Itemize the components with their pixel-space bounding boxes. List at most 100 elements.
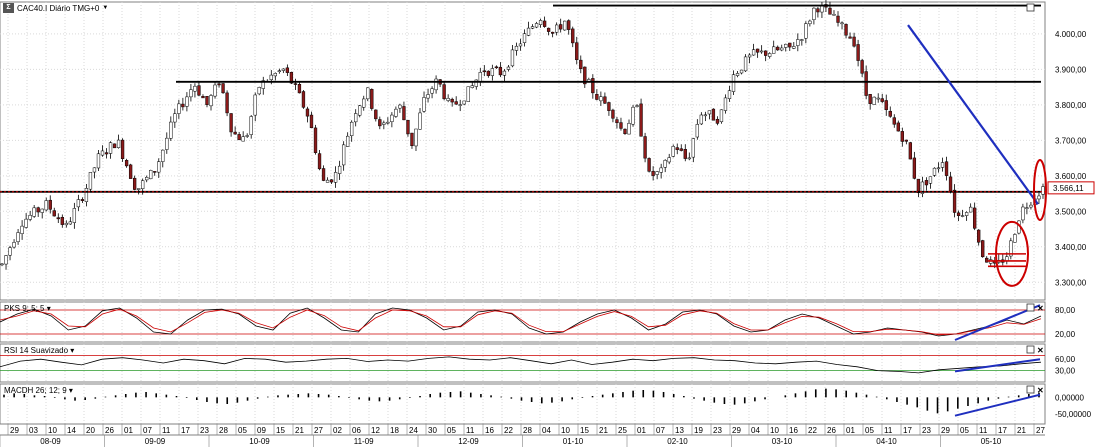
candle-body <box>124 160 129 167</box>
candle-body <box>627 123 631 135</box>
price-tick-label: 3.500,00 <box>1055 207 1087 216</box>
day-tick-label: 27 <box>1036 426 1045 435</box>
candle-body <box>812 7 816 20</box>
candle-body <box>884 100 888 111</box>
candle-body <box>651 171 655 176</box>
candle-body <box>346 135 350 147</box>
candle-body <box>764 50 768 56</box>
candle-body <box>261 80 265 89</box>
candle-body <box>68 221 72 225</box>
day-tick-label: 28 <box>523 426 532 435</box>
candle-body <box>579 59 583 69</box>
chart-title[interactable]: CAC40.I Diário TMG+0 <box>17 3 100 13</box>
candle-body <box>707 110 712 115</box>
candle-body <box>583 66 587 85</box>
candle-body <box>12 242 16 248</box>
day-tick-label: 05 <box>865 426 874 435</box>
candle-body <box>285 67 290 73</box>
day-tick-label: 09 <box>257 426 266 435</box>
close-icon[interactable]: ✕ <box>1037 304 1044 313</box>
candle-body <box>956 212 961 216</box>
candle-body <box>486 70 490 76</box>
month-tick-label: 01-10 <box>563 437 584 446</box>
candle-body <box>52 210 56 217</box>
panel-frame-pks <box>0 301 1046 343</box>
day-tick-label: 07 <box>656 426 665 435</box>
day-tick-label: 01 <box>846 426 855 435</box>
pks-tick-label: 20,00 <box>1055 330 1076 339</box>
candle-body <box>852 36 856 47</box>
candle-body <box>780 47 784 51</box>
candle-body <box>703 114 708 117</box>
close-icon[interactable]: ✕ <box>1037 346 1044 355</box>
candle-body <box>1025 207 1029 209</box>
candle-body <box>382 122 386 125</box>
candle-body <box>88 172 93 190</box>
candle-body <box>928 176 933 184</box>
candle-body <box>735 73 740 76</box>
candle-body <box>281 68 286 71</box>
candle-body <box>333 172 338 183</box>
candle-body <box>466 86 470 102</box>
candle-body <box>711 108 716 121</box>
maximize-icon[interactable] <box>1026 3 1035 12</box>
candle-body <box>450 98 454 103</box>
candle-body <box>317 153 322 170</box>
candle-body <box>751 49 756 56</box>
candle-body <box>116 139 121 148</box>
candle-body <box>836 15 840 23</box>
candle-body <box>24 218 28 228</box>
candle-body <box>952 189 957 213</box>
candle-body <box>80 199 85 201</box>
candle-body <box>108 142 113 154</box>
candle-body <box>241 136 245 142</box>
candle-body <box>293 83 298 85</box>
candle-body <box>876 97 880 100</box>
maximize-icon[interactable] <box>1026 303 1035 312</box>
candle-body <box>747 54 752 58</box>
candle-body <box>968 206 973 213</box>
candle-body <box>977 229 981 243</box>
candle-body <box>695 124 699 138</box>
maximize-icon[interactable] <box>1026 385 1035 394</box>
price-tick-label: 3.300,00 <box>1055 278 1087 287</box>
day-tick-label: 11 <box>979 426 988 435</box>
candle-body <box>72 208 77 223</box>
candle-body <box>213 84 217 97</box>
day-tick-label: 15 <box>276 426 285 435</box>
last-price-highlight-circle <box>1033 159 1047 222</box>
candle-body <box>470 85 474 88</box>
candle-body <box>1041 186 1045 195</box>
candle-body <box>936 167 941 170</box>
candle-body <box>277 70 281 73</box>
candle-body <box>675 147 679 150</box>
candle-body <box>550 31 555 34</box>
day-tick-label: 17 <box>181 426 190 435</box>
candle-body <box>189 89 193 98</box>
candle-body <box>36 207 40 213</box>
candle-body <box>723 97 728 111</box>
candle-body <box>149 170 153 180</box>
day-tick-label: 23 <box>713 426 722 435</box>
close-icon[interactable]: ✕ <box>1037 386 1044 395</box>
candle-body <box>530 26 535 29</box>
candle-body <box>1009 240 1013 257</box>
chevron-down-icon[interactable]: ▼ <box>102 5 109 11</box>
month-tick-label: 09-09 <box>145 437 166 446</box>
candle-body <box>623 128 627 134</box>
last-price-label: 3.566,11 <box>1053 184 1084 193</box>
candle-body <box>888 110 892 117</box>
candle-body <box>414 128 418 147</box>
day-tick-label: 01 <box>124 426 133 435</box>
candle-body <box>446 98 450 101</box>
chart-logo-icon: Σ <box>3 3 14 13</box>
candle-body <box>398 104 402 109</box>
candle-body <box>137 188 141 190</box>
day-tick-label: 26 <box>827 426 836 435</box>
maximize-icon[interactable] <box>1026 345 1035 354</box>
candle-body <box>912 157 917 179</box>
day-tick-label: 16 <box>789 426 798 435</box>
candle-body <box>932 167 937 176</box>
candle-body <box>269 74 273 80</box>
day-tick-label: 15 <box>580 426 589 435</box>
